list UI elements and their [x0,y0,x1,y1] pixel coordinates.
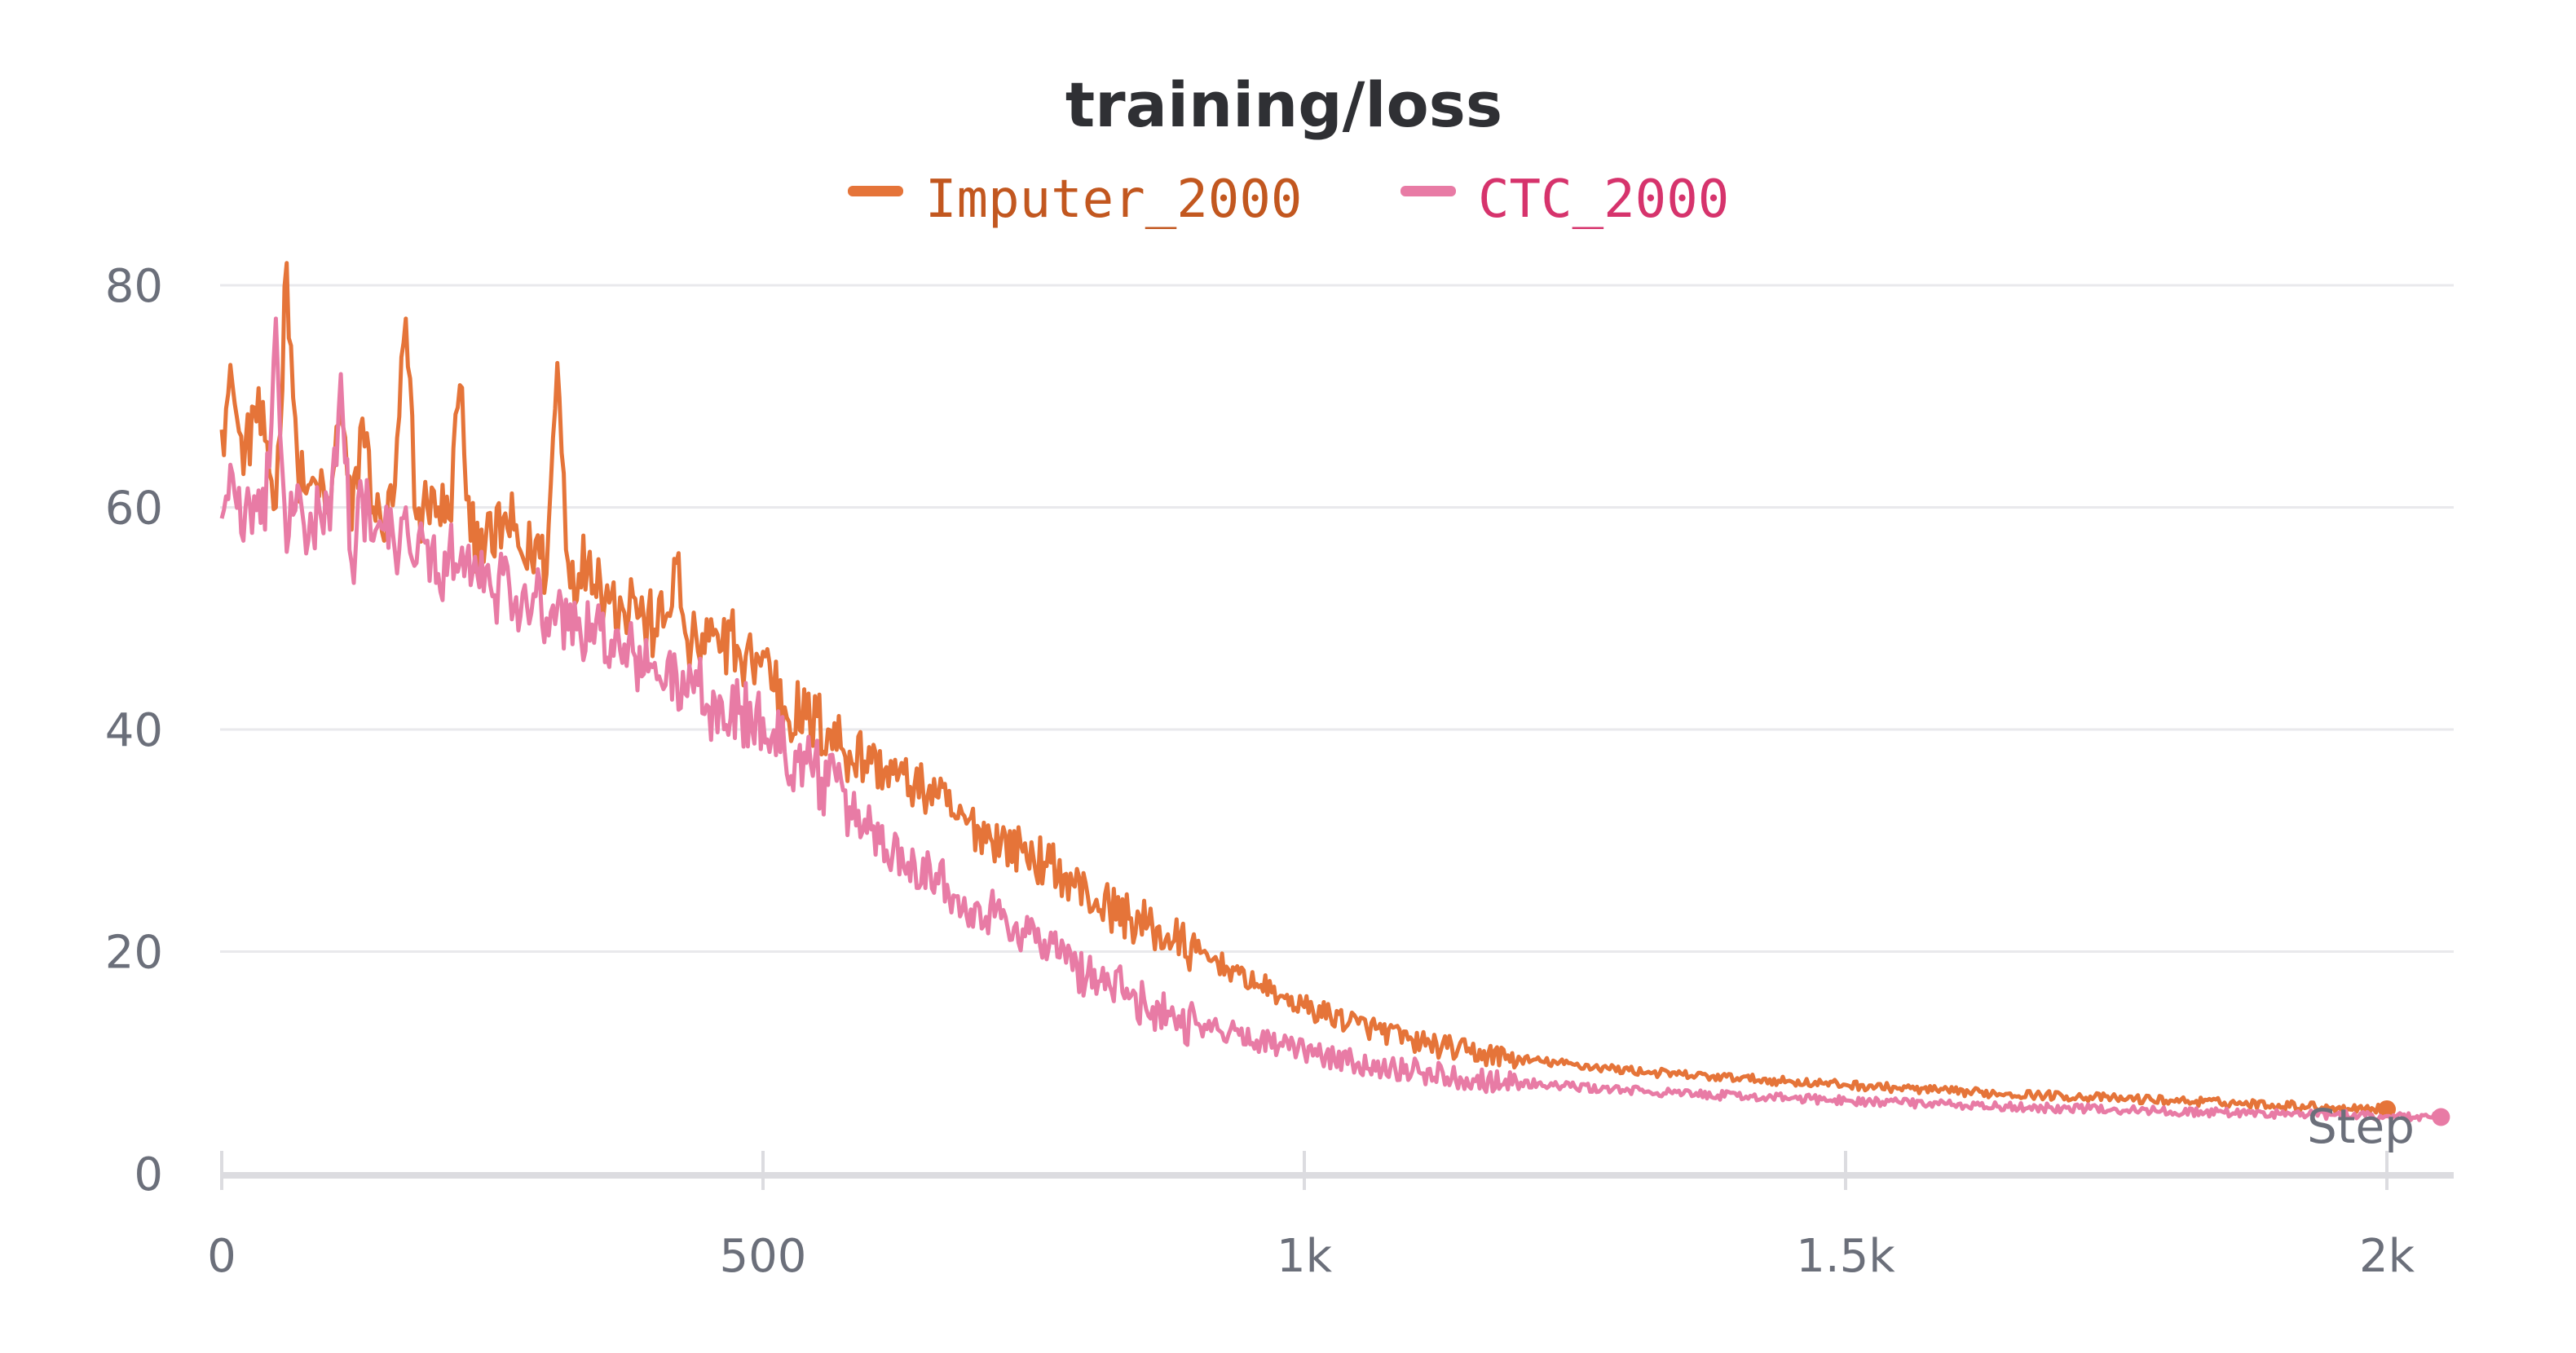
legend-label-ctc: CTC_2000 [1478,170,1729,230]
x-tick-label-0: 0 [207,1230,236,1283]
y-tick-label-0: 0 [134,1148,163,1201]
legend-label-imputer: Imputer_2000 [925,170,1302,230]
series-end-point-ctc-2000[interactable] [2432,1108,2450,1126]
legend-swatch-imputer [848,186,903,196]
y-tick-label-1: 20 [105,927,163,980]
chart-title: training/loss [1065,68,1502,141]
series-group [219,261,2450,1126]
series-line-imputer-2000[interactable] [219,261,2389,1115]
y-tick-label-3: 60 [105,483,163,535]
legend-swatch-ctc [1400,186,1456,196]
y-tick-label-4: 80 [105,260,163,313]
x-tick-label-1: 500 [720,1230,807,1283]
y-tick-label-2: 40 [105,704,163,757]
x-axis-label: Step [2307,1099,2415,1154]
legend: Imputer_2000 CTC_2000 [848,170,1729,230]
axes: 0 20 40 60 80 0 500 1k 1.5k 2k [105,260,2454,1283]
x-tick-label-2: 1k [1277,1230,1333,1283]
x-tick-label-3: 1.5k [1796,1230,1895,1283]
series-end-point-imputer-2000[interactable] [2378,1100,2396,1118]
grid-lines [220,284,2454,953]
x-tick-label-4: 2k [2359,1230,2415,1283]
legend-item-imputer[interactable]: Imputer_2000 [848,170,1302,230]
series-line-ctc-2000[interactable] [219,316,2443,1122]
legend-item-ctc[interactable]: CTC_2000 [1400,170,1729,230]
